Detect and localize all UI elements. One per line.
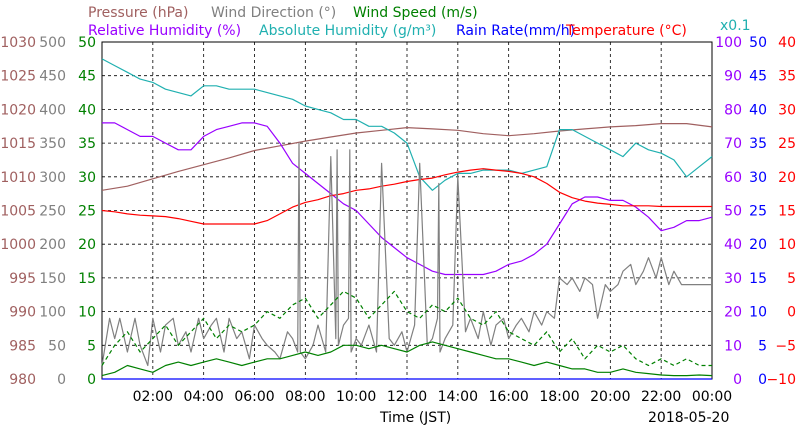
y-tick-label-wind-direction: 50 (48, 338, 66, 354)
y-tick-label-wind-speed: 45 (78, 69, 96, 85)
y-tick-label-wind-speed: 40 (78, 102, 96, 118)
y-tick-label-temperature: 20 (778, 170, 796, 186)
y-tick-label-wind-direction: 350 (39, 136, 66, 152)
series-temperature-c (101, 168, 712, 225)
legend-rain-rate: Rain Rate(mm/h) (456, 23, 575, 39)
series-absolute-humidity-g-m (101, 58, 713, 191)
y-tick-label-wind-speed: 30 (78, 170, 96, 186)
legend-temperature: Temperature (°C) (565, 23, 687, 39)
chart-date: 2018-05-20 (648, 410, 729, 426)
y-tick-label-rain-rate: 10 (749, 305, 767, 321)
y-tick-label-rain-rate: 50 (749, 35, 767, 51)
y-tick-label-temperature: 35 (778, 69, 796, 85)
y-tick-label-wind-speed: 25 (78, 204, 96, 220)
y-tick-label-relative-humidity: 20 (724, 305, 742, 321)
series-wind-speed-m-s (101, 341, 713, 377)
y-tick-label-wind-speed: 50 (78, 35, 96, 51)
y-tick-label-relative-humidity: 0 (733, 372, 742, 388)
y-tick-label-wind-speed: 0 (87, 372, 96, 388)
y-tick-label-relative-humidity: 90 (724, 69, 742, 85)
y-tick-label-pressure: 985 (9, 338, 36, 354)
x-tick-label: 12:00 (387, 389, 427, 405)
y-tick-label-rain-rate: 20 (749, 237, 767, 253)
y-tick-label-pressure: 1010 (0, 170, 36, 186)
y-tick-label-wind-speed: 20 (78, 237, 96, 253)
x-tick-label: 22:00 (641, 389, 681, 405)
x-tick-label: 16:00 (488, 389, 528, 405)
x-tick-label: 06:00 (234, 389, 274, 405)
y-tick-label-relative-humidity: 30 (724, 271, 742, 287)
x-tick-label: 00:00 (692, 389, 732, 405)
y-tick-label-pressure: 1015 (0, 136, 36, 152)
y-tick-label-rain-rate: 5 (758, 338, 767, 354)
series-relative-humidity (102, 122, 713, 276)
y-tick-label-wind-direction: 0 (57, 372, 66, 388)
grid-lines (102, 42, 712, 379)
x-tick-label: 02:00 (133, 389, 173, 405)
y-tick-label-relative-humidity: 10 (724, 338, 742, 354)
y-tick-label-rain-rate: 25 (749, 204, 767, 220)
y-tick-label-rain-rate: 35 (749, 136, 767, 152)
y-tick-label-relative-humidity: 40 (724, 237, 742, 253)
y-tick-label-temperature: 30 (778, 102, 796, 118)
y-tick-label-pressure: 1000 (0, 237, 36, 253)
series-layer (101, 58, 713, 380)
y-tick-label-rain-rate: 40 (749, 102, 767, 118)
y-tick-label-rain-rate: 0 (758, 372, 767, 388)
y-tick-label-pressure: 990 (9, 305, 36, 321)
y-tick-label-temperature: −10 (766, 372, 796, 388)
x-tick-label: 10:00 (336, 389, 376, 405)
y-tick-label-pressure: 980 (9, 372, 36, 388)
y-tick-label-wind-direction: 200 (39, 237, 66, 253)
legend-relative-humidity: Relative Humidity (%) (88, 23, 241, 39)
y-tick-label-wind-direction: 400 (39, 102, 66, 118)
y-tick-label-wind-direction: 500 (39, 35, 66, 51)
legend-pressure: Pressure (hPa) (88, 5, 188, 21)
y-tick-label-rain-rate: 45 (749, 69, 767, 85)
x-tick-label: 18:00 (539, 389, 579, 405)
y-tick-label-pressure: 1020 (0, 102, 36, 118)
y-tick-label-rain-rate: 15 (749, 271, 767, 287)
y-tick-label-pressure: 1005 (0, 204, 36, 220)
y-tick-label-relative-humidity: 70 (724, 136, 742, 152)
y-tick-label-wind-speed: 15 (78, 271, 96, 287)
legend-wind-speed: Wind Speed (m/s) (353, 5, 478, 21)
y-tick-label-temperature: 15 (778, 204, 796, 220)
y-tick-label-relative-humidity: 80 (724, 102, 742, 118)
x-axis-label: Time (JST) (379, 410, 451, 426)
y-tick-label-temperature: 5 (787, 271, 796, 287)
y-tick-label-relative-humidity: 100 (715, 35, 742, 51)
y-tick-label-temperature: 40 (778, 35, 796, 51)
legend-absolute-humidity: Absolute Humidity (g/m³) (259, 23, 436, 39)
x-tick-label: 08:00 (285, 389, 325, 405)
y-tick-label-pressure: 1025 (0, 69, 36, 85)
y-tick-label-relative-humidity: 50 (724, 204, 742, 220)
legend-absolute-humidity-multiplier: x0.1 (720, 18, 751, 34)
y-tick-label-pressure: 1030 (0, 35, 36, 51)
x-tick-label: 04:00 (183, 389, 223, 405)
y-tick-label-wind-speed: 10 (78, 305, 96, 321)
y-tick-label-wind-direction: 250 (39, 204, 66, 220)
y-tick-label-temperature: 25 (778, 136, 796, 152)
y-tick-label-wind-speed: 35 (78, 136, 96, 152)
y-tick-label-wind-speed: 5 (87, 338, 96, 354)
y-tick-label-temperature: 0 (787, 305, 796, 321)
x-tick-label: 20:00 (590, 389, 630, 405)
y-tick-label-temperature: 10 (778, 237, 796, 253)
y-tick-label-pressure: 995 (9, 271, 36, 287)
y-tick-label-wind-direction: 300 (39, 170, 66, 186)
series-pressure-hpa (101, 122, 713, 191)
series-wind-direction (101, 142, 712, 367)
y-tick-label-wind-direction: 100 (39, 305, 66, 321)
y-tick-label-rain-rate: 30 (749, 170, 767, 186)
axes-layer: 02:00 04:00 06:00 08:00 10:00 12:00 14:00 16:00… (0, 35, 796, 405)
y-tick-label-wind-direction: 150 (39, 271, 66, 287)
x-tick-label: 14:00 (438, 389, 478, 405)
legend-wind-direction: Wind Direction (°) (211, 5, 336, 21)
y-tick-label-wind-direction: 450 (39, 69, 66, 85)
y-tick-label-temperature: −5 (775, 338, 796, 354)
y-tick-label-relative-humidity: 60 (724, 170, 742, 186)
series-wind-speed-gust-m-s (101, 290, 712, 367)
